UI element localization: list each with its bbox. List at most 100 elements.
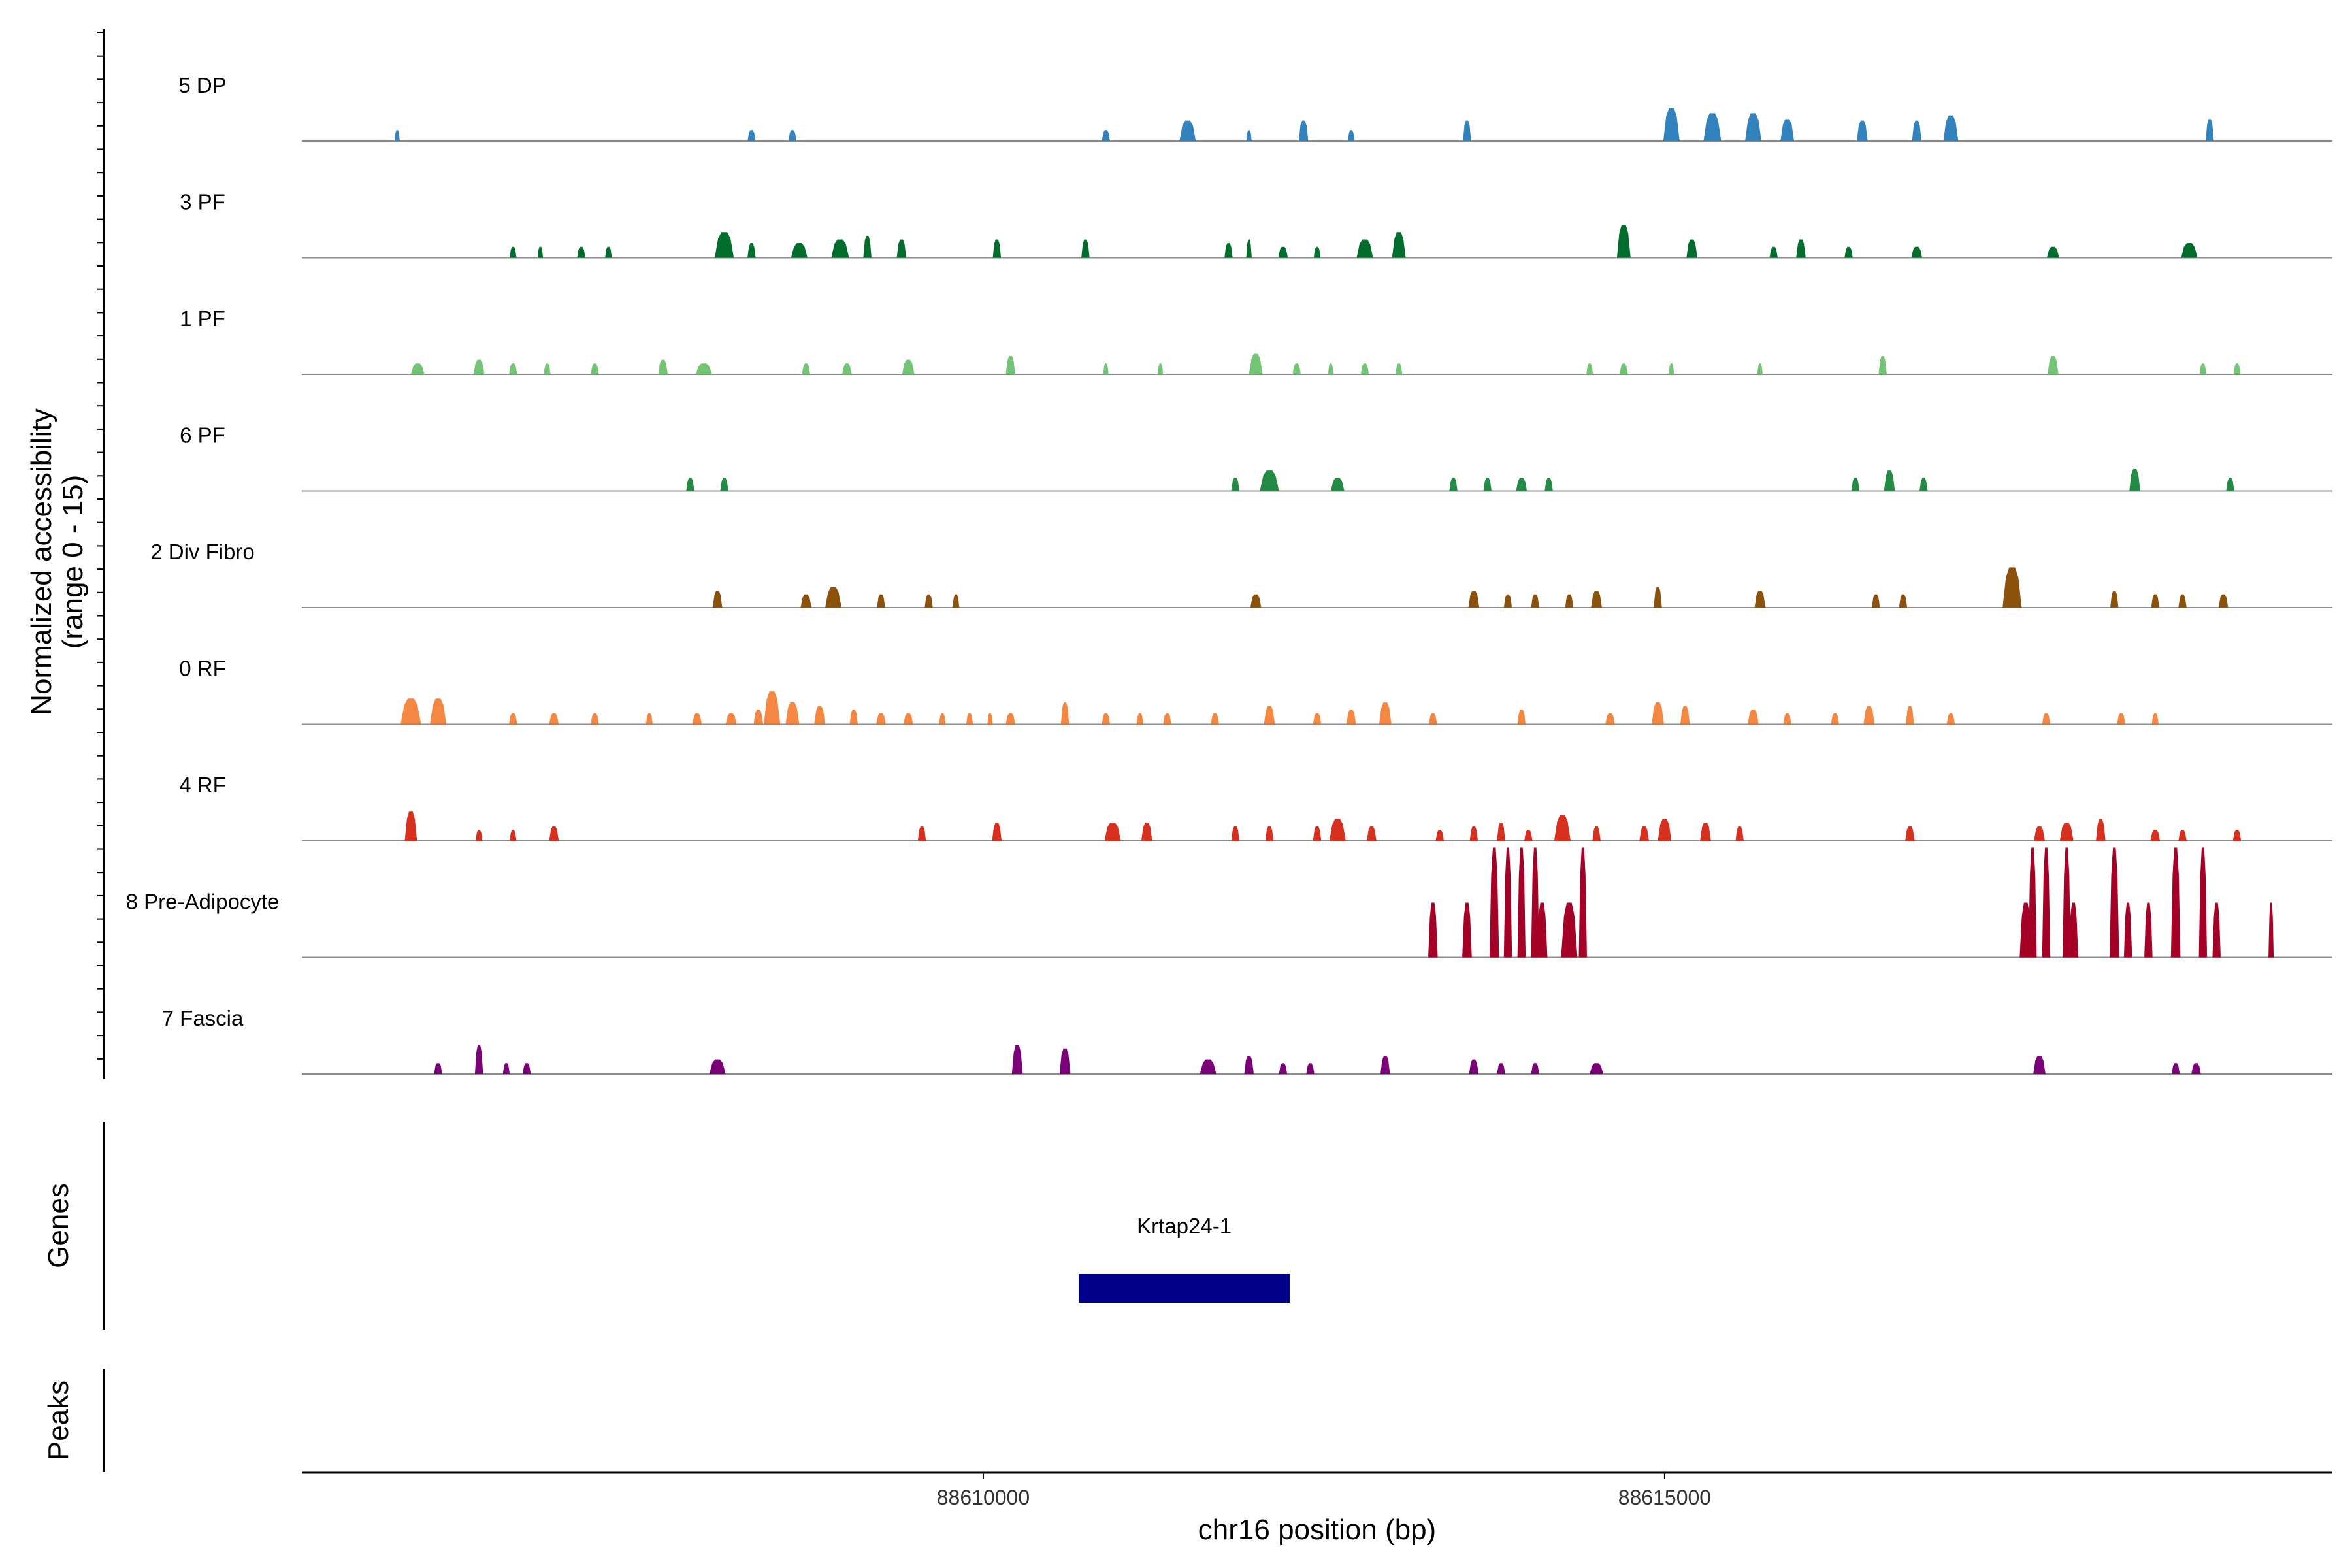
coverage-peak [1531, 847, 1539, 958]
coverage-peak [1769, 246, 1778, 258]
coverage-peak [1497, 823, 1505, 841]
coverage-peak [2226, 478, 2234, 491]
track-label: 4 RF [179, 773, 226, 797]
coverage-peak [2042, 847, 2051, 958]
coverage-peak [1329, 819, 1346, 841]
x-axis-tick-label: 88615000 [1618, 1486, 1711, 1509]
coverage-peak [903, 713, 913, 725]
coverage-peak [1449, 478, 1458, 491]
coverage-peak [2232, 830, 2242, 841]
coverage-peak [712, 591, 723, 608]
coverage-peak [537, 246, 544, 258]
coverage-peak [2048, 356, 2059, 374]
coverage-peak [1313, 246, 1321, 258]
coverage-peak [992, 239, 1002, 258]
coverage-peak [1306, 1063, 1315, 1074]
coverage-tracks: 5 DP 3 PF 1 PF 6 PF 2 Div Fibro 0 RF 4 RF 8 Pre… [126, 73, 2332, 1075]
coverage-peak [1754, 591, 1766, 608]
coverage-peak [1943, 115, 1959, 141]
coverage-peak [2144, 902, 2153, 958]
coverage-peak [2059, 823, 2074, 841]
coverage-peak [842, 363, 852, 374]
coverage-peak [1136, 713, 1143, 725]
coverage-peak [2042, 713, 2051, 725]
gene-label: Krtap24-1 [1137, 1214, 1232, 1238]
coverage-peak [1536, 902, 1548, 958]
coverage-peak [1244, 1056, 1254, 1074]
coverage-peak [1463, 120, 1471, 141]
coverage-peak [2110, 847, 2119, 958]
coverage-peak [522, 1063, 531, 1074]
track: 1 PF [180, 306, 2332, 375]
coverage-peak [605, 246, 612, 258]
coverage-peak [2151, 713, 2159, 725]
coverage-peak [1703, 113, 1722, 141]
coverage-peak [1211, 713, 1219, 725]
coverage-peak [747, 243, 756, 258]
coverage-peak [2151, 594, 2160, 608]
coverage-peak [1011, 1045, 1023, 1074]
coverage-peak [1652, 702, 1664, 725]
coverage-peak [1469, 826, 1478, 841]
coverage-peak [1298, 120, 1309, 141]
y-axis-title-line2: (range 0 - 15) [57, 475, 89, 649]
coverage-peak [785, 702, 800, 725]
coverage-peak [1899, 594, 1908, 608]
coverage-peak [825, 587, 841, 608]
coverage-peak [1264, 706, 1275, 725]
coverage-peak [1616, 225, 1631, 258]
coverage-peak [1620, 363, 1628, 374]
coverage-peak [849, 710, 858, 725]
coverage-peak [1663, 108, 1680, 141]
coverage-peak [1531, 1063, 1539, 1074]
coverage-peak [1330, 478, 1345, 491]
coverage-peak [863, 235, 872, 258]
coverage-peak [1757, 363, 1763, 374]
coverage-peak [1395, 363, 1403, 374]
coverage-peak [430, 698, 447, 725]
coverage-peak [1005, 356, 1015, 374]
coverage-peak [2171, 1063, 2180, 1074]
coverage-peak [1163, 713, 1171, 725]
track: 8 Pre-Adipocyte [126, 847, 2332, 958]
x-axis-title: chr16 position (bp) [1198, 1514, 1436, 1546]
coverage-peak [2268, 902, 2274, 958]
coverage-peak [2212, 902, 2221, 958]
coverage-peak [2199, 363, 2207, 374]
coverage-peak [1328, 363, 1333, 374]
coverage-peak [1592, 826, 1601, 841]
x-axis: 88610000 88615000 chr16 position (bp) [302, 1471, 2332, 1546]
track-label: 6 PF [180, 423, 225, 448]
track: 6 PF [180, 423, 2332, 492]
coverage-peak [2033, 1056, 2046, 1074]
coverage-peak [1157, 363, 1164, 374]
genes-panel-label: Genes [42, 1183, 74, 1268]
coverage-peak [924, 594, 933, 608]
coverage-peak [1745, 113, 1761, 141]
coverage-peak [1102, 130, 1110, 141]
coverage-peak [715, 232, 734, 258]
coverage-peak [1517, 847, 1526, 958]
coverage-peak [939, 713, 946, 725]
coverage-peak [549, 713, 559, 725]
genes-panel: Genes Krtap24-1 [42, 1122, 1290, 1330]
coverage-peak [1179, 120, 1196, 141]
coverage-peak [1462, 902, 1472, 958]
coverage-peak [1102, 713, 1110, 725]
coverage-peak [788, 130, 797, 141]
coverage-peak [1591, 591, 1602, 608]
coverage-peak [1250, 594, 1262, 608]
coverage-peak [2123, 902, 2132, 958]
coverage-peak [1831, 713, 1839, 725]
coverage-peak [877, 594, 885, 608]
track-label: 7 Fascia [162, 1006, 244, 1030]
track-label: 3 PF [180, 190, 225, 214]
coverage-peak [2178, 594, 2187, 608]
coverage-peak [1429, 713, 1437, 725]
coverage-peak [1906, 706, 1914, 725]
coverage-peak [831, 239, 849, 258]
coverage-peak [1735, 826, 1744, 841]
coverage-peak [404, 811, 417, 841]
coverage-peak [2068, 902, 2078, 958]
